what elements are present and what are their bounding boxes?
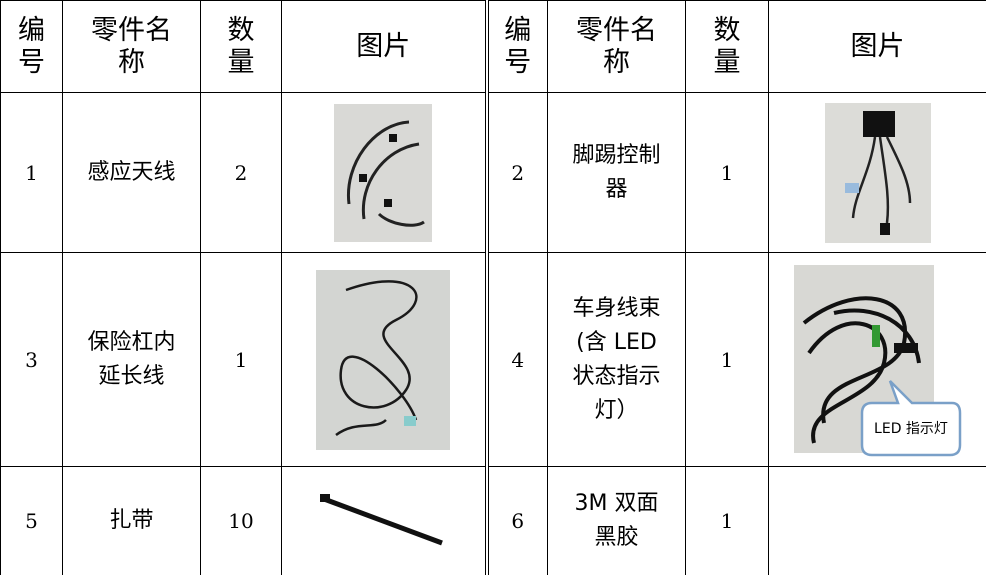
no: 1 xyxy=(1,93,63,253)
name: 车身线束(含 LED 状态指示灯） xyxy=(548,253,686,467)
image-cell xyxy=(769,93,986,253)
image-cell xyxy=(282,467,487,575)
no: 4 xyxy=(487,253,548,467)
row: 3 保险杠内延长线 1 4 车身线束(含 LED 状态指示灯） 1 LED 指示… xyxy=(1,253,986,467)
header-cell: 编号 xyxy=(1,1,63,93)
header-cell: 数量 xyxy=(686,1,769,93)
callout: LED 指示灯 xyxy=(874,421,948,437)
photo xyxy=(316,270,450,450)
header-row: 编号 零件名称 数量 图片 编号 零件名称 数量 图片 xyxy=(1,1,986,93)
header-cell: 图片 xyxy=(769,1,986,93)
name: 3M 双面黑胶 xyxy=(548,467,686,575)
photo xyxy=(334,104,432,242)
row: 5 扎带 10 6 3M 双面黑胶 1 xyxy=(1,467,986,575)
header-cell: 零件名称 xyxy=(63,1,201,93)
header-cell: 图片 xyxy=(282,1,487,93)
header-cell: 数量 xyxy=(201,1,282,93)
name: 保险杠内延长线 xyxy=(63,253,201,467)
qty: 1 xyxy=(686,253,769,467)
row: 1 感应天线 2 2 脚踢控制器 1 xyxy=(1,93,986,253)
photo: LED 指示灯 xyxy=(794,263,962,457)
qty: 10 xyxy=(201,467,282,575)
no: 2 xyxy=(487,93,548,253)
name: 扎带 xyxy=(63,467,201,575)
image-cell xyxy=(282,253,487,467)
qty: 1 xyxy=(201,253,282,467)
no: 3 xyxy=(1,253,63,467)
header-cell: 零件名称 xyxy=(548,1,686,93)
qty: 1 xyxy=(686,467,769,575)
qty: 2 xyxy=(201,93,282,253)
no: 6 xyxy=(487,467,548,575)
image-cell xyxy=(769,467,986,575)
image-cell xyxy=(282,93,487,253)
no: 5 xyxy=(1,467,63,575)
name: 脚踢控制器 xyxy=(548,93,686,253)
photo xyxy=(318,491,448,551)
qty: 1 xyxy=(686,93,769,253)
header-cell: 编号 xyxy=(487,1,548,93)
name: 感应天线 xyxy=(63,93,201,253)
photo xyxy=(825,103,931,243)
image-cell: LED 指示灯 xyxy=(769,253,986,467)
